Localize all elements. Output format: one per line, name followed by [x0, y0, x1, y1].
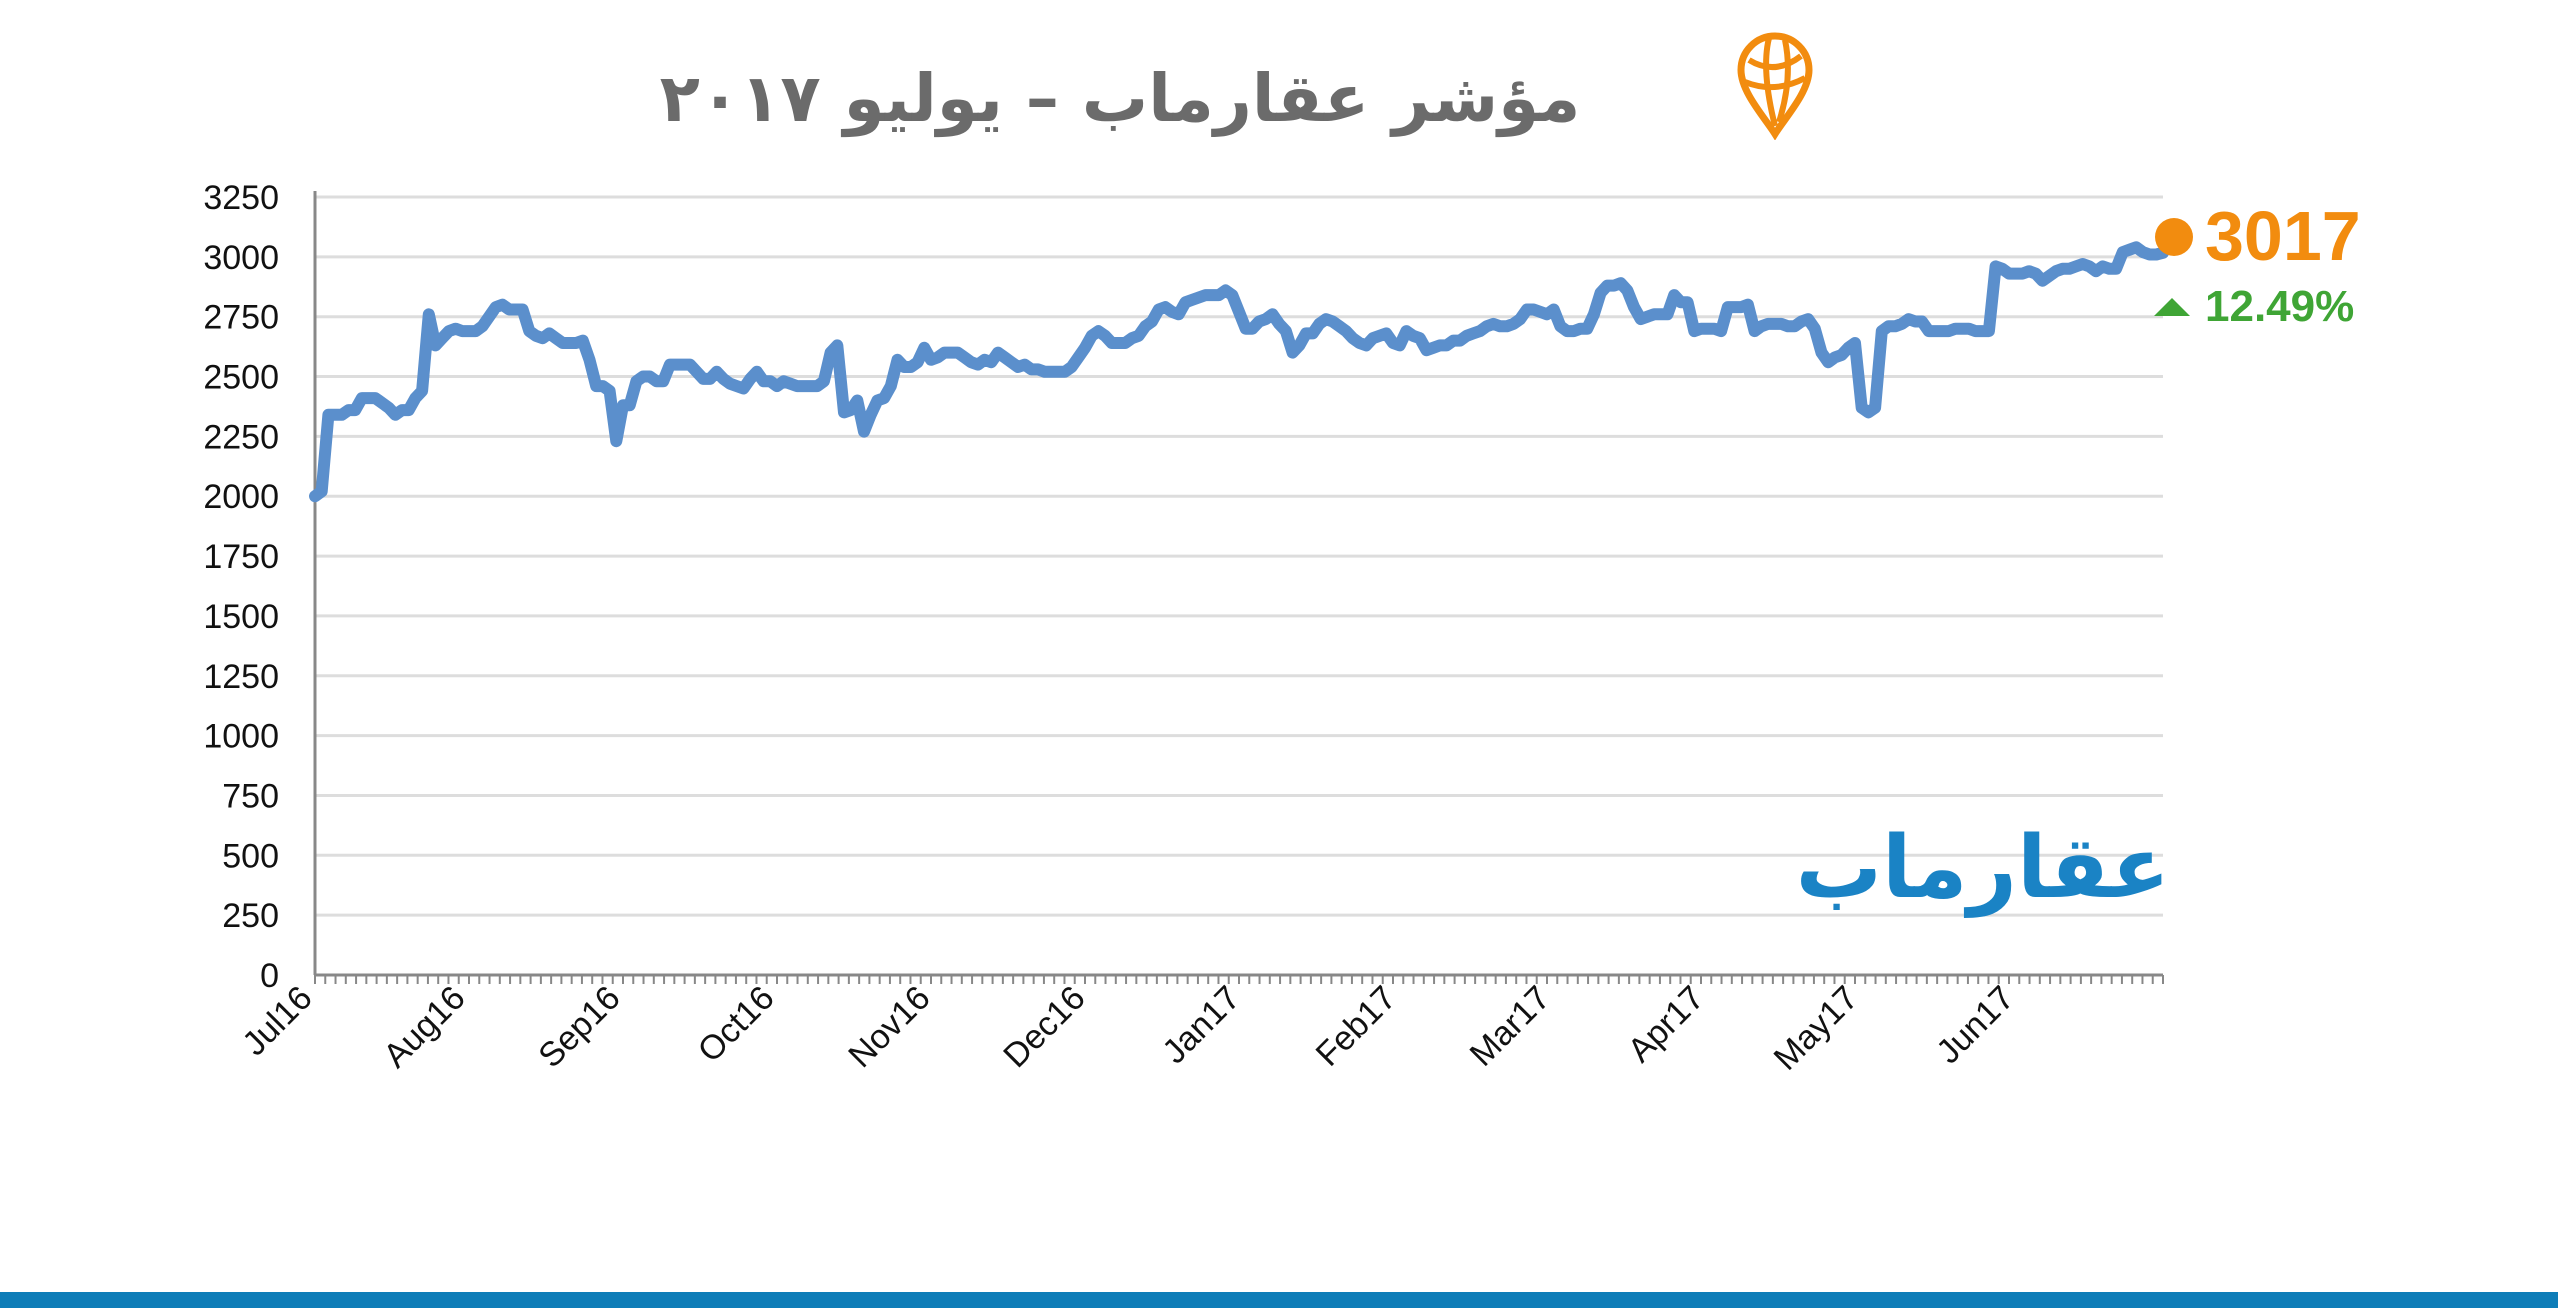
x-tick-label: Jan17	[1155, 979, 1247, 1071]
x-tick-label: Jun17	[1929, 979, 2021, 1071]
map-pin-globe-icon	[1737, 32, 1813, 140]
x-tick-label: Nov16	[841, 979, 937, 1075]
current-value-marker	[2155, 218, 2193, 256]
x-tick-label: Aug16	[376, 979, 472, 1075]
y-tick-label: 2250	[203, 418, 279, 456]
current-index-value: 3017	[2205, 197, 2361, 275]
y-tick-label: 1750	[203, 538, 279, 576]
y-tick-label: 250	[222, 897, 279, 935]
y-tick-label: 500	[222, 837, 279, 875]
y-tick-label: 1250	[203, 658, 279, 696]
footer-bar	[0, 1292, 2558, 1308]
y-tick-label: 2500	[203, 359, 279, 397]
y-tick-label: 1500	[203, 598, 279, 636]
y-tick-label: 2000	[203, 478, 279, 516]
x-tick-label: Apr17	[1621, 979, 1712, 1070]
y-tick-label: 0	[260, 957, 279, 995]
y-tick-label: 2750	[203, 299, 279, 337]
yearly-change-percent: 12.49%	[2205, 282, 2355, 331]
series-line	[309, 241, 2169, 503]
x-tick-label: Mar17	[1463, 979, 1558, 1074]
chart-title: مؤشر عقارماب – يوليو ٢٠١٧	[659, 60, 1581, 137]
triangle-up-icon	[2154, 298, 2190, 316]
x-tick-label: May17	[1767, 979, 1866, 1078]
y-tick-label: 1000	[203, 718, 279, 756]
x-tick-label: Sep16	[531, 979, 627, 1075]
x-tick-label: Dec16	[996, 979, 1092, 1075]
brand-logo-text: عقارماب	[1795, 818, 2170, 918]
x-tick-label: Feb17	[1309, 979, 1404, 1074]
x-tick-label: Oct16	[691, 979, 782, 1070]
y-tick-label: 3250	[203, 179, 279, 217]
y-tick-label: 750	[222, 777, 279, 815]
y-tick-label: 3000	[203, 239, 279, 277]
